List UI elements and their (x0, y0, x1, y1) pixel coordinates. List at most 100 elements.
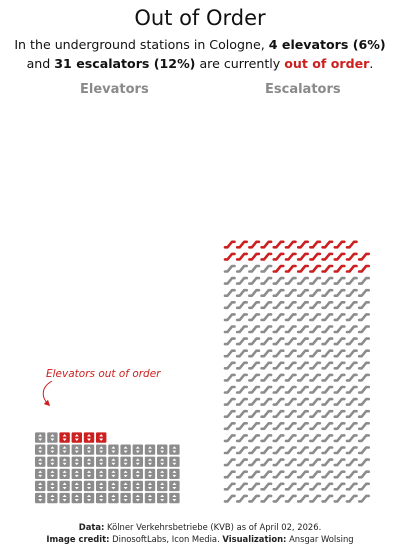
escalator-icon (321, 349, 334, 358)
escalator-icon (284, 288, 297, 297)
escalator-icon (235, 494, 248, 503)
elevator-icon (144, 468, 156, 479)
elevator-icon (157, 492, 168, 504)
escalator-icon (272, 240, 285, 249)
escalator-icon (235, 264, 248, 273)
escalator-icon (333, 482, 346, 491)
escalator-icon (260, 276, 273, 285)
escalator-icon (223, 276, 236, 285)
escalator-icon (309, 482, 322, 491)
escalator-icon (235, 482, 248, 491)
escalator-icon (333, 409, 346, 418)
escalator-icon (321, 494, 334, 503)
escalator-icon (345, 361, 358, 370)
escalator-icon (309, 470, 322, 479)
escalator-icon (235, 349, 248, 358)
escalator-icon (272, 494, 285, 503)
escalator-icon (223, 434, 236, 443)
escalator-icon (235, 301, 248, 310)
escalator-icon (223, 288, 236, 297)
elevator-icon (96, 444, 107, 455)
elevator-icon (35, 468, 46, 479)
escalator-icon (248, 337, 261, 346)
escalator-icon (260, 458, 273, 467)
escalator-icon (357, 446, 370, 455)
escalator-icon (284, 446, 297, 455)
escalator-icon (357, 434, 370, 443)
elevator-icon (83, 480, 95, 492)
escalator-icon (357, 276, 370, 285)
elevator-icon (71, 480, 82, 492)
elevator-icon (47, 456, 58, 467)
escalator-icon (248, 458, 261, 467)
escalator-icon (309, 264, 322, 273)
escalator-icon (309, 373, 322, 382)
escalator-icon (333, 494, 346, 503)
escalator-icon (345, 264, 358, 273)
elevator-icon (83, 444, 95, 455)
elevator-icon (96, 468, 107, 479)
escalator-icon (223, 422, 236, 431)
escalator-icon (272, 482, 285, 491)
escalator-icon (357, 397, 370, 406)
escalator-icon (260, 397, 273, 406)
escalator-icon (309, 337, 322, 346)
elevator-icon (71, 492, 82, 504)
elevator-icon (59, 492, 70, 504)
escalator-icon (357, 373, 370, 382)
escalator-icon (223, 373, 236, 382)
escalator-icon (345, 446, 358, 455)
escalator-icon (235, 446, 248, 455)
escalator-icon (284, 470, 297, 479)
escalator-icon (248, 470, 261, 479)
escalator-icon (309, 288, 322, 297)
elevator-icon (59, 480, 70, 492)
escalator-icon (248, 482, 261, 491)
escalator-icon (223, 494, 236, 503)
elevator-icon (120, 444, 131, 455)
escalator-icon (321, 397, 334, 406)
escalator-icon (333, 276, 346, 285)
elevator-icon (83, 432, 95, 443)
escalator-icon (296, 337, 309, 346)
escalator-icon (272, 397, 285, 406)
escalator-icon (296, 288, 309, 297)
elevator-series (35, 432, 180, 504)
escalator-icon (309, 313, 322, 322)
escalator-icon (357, 494, 370, 503)
footer-data-source: Data: Kölner Verkehrsbetriebe (KVB) as o… (78, 522, 322, 532)
escalator-icon (248, 446, 261, 455)
escalator-icon (260, 494, 273, 503)
subtitle-out-of-order: out of order (284, 56, 370, 71)
escalator-icon (235, 325, 248, 334)
escalator-icon (296, 373, 309, 382)
escalator-icon (333, 385, 346, 394)
escalator-icon (321, 288, 334, 297)
escalator-icon (333, 325, 346, 334)
escalator-icon (272, 409, 285, 418)
escalator-icon (296, 458, 309, 467)
escalator-icon (357, 458, 370, 467)
escalator-icon (223, 458, 236, 467)
escalator-icon (309, 397, 322, 406)
escalator-icon (296, 470, 309, 479)
escalator-icon (284, 361, 297, 370)
escalator-icon (235, 313, 248, 322)
elevator-icon (47, 444, 58, 455)
elevator-icon (47, 468, 58, 479)
escalator-icon (272, 337, 285, 346)
escalator-icon (357, 470, 370, 479)
escalator-icon (284, 482, 297, 491)
escalator-icon (357, 349, 370, 358)
escalator-icon (309, 252, 322, 261)
elevator-icon (108, 468, 119, 479)
escalator-icon (345, 494, 358, 503)
escalator-icon (296, 349, 309, 358)
escalator-icon (272, 385, 285, 394)
escalator-icon (248, 264, 261, 273)
elevators-annotation: Elevators out of order (46, 368, 161, 380)
escalator-icon (284, 373, 297, 382)
escalator-icon (235, 385, 248, 394)
escalator-icon (235, 373, 248, 382)
escalator-icon (260, 349, 273, 358)
